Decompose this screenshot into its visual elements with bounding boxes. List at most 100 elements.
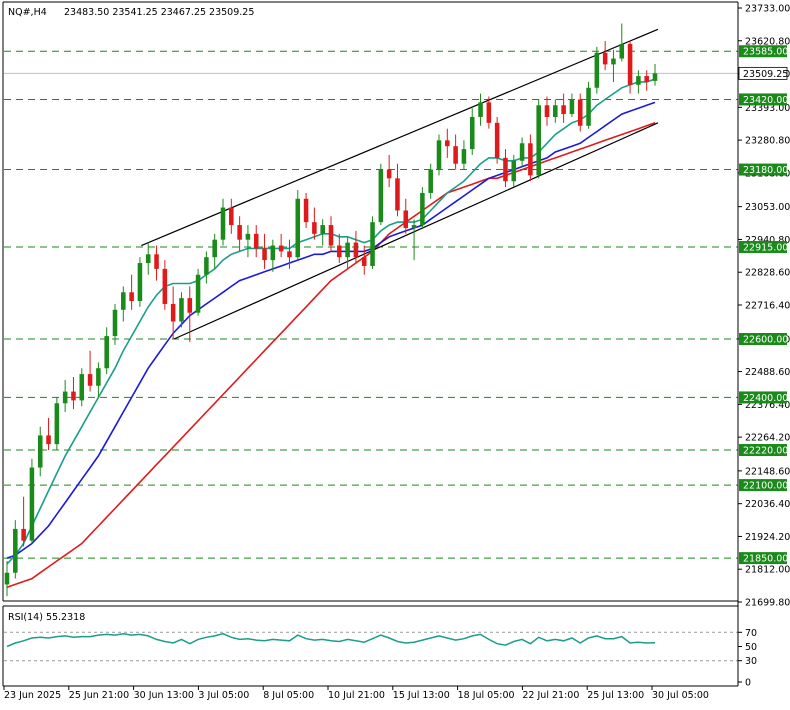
candle — [312, 207, 317, 240]
candle — [71, 376, 76, 410]
candle-body — [229, 207, 234, 226]
candle-body — [544, 105, 550, 117]
sma-mid-line — [6, 101, 656, 559]
level-tag — [739, 391, 787, 404]
candle — [652, 64, 658, 86]
x-tick-label: 10 Jul 21:00 — [328, 690, 385, 701]
candle-body — [71, 391, 76, 401]
y-tick-label: 23733.00 — [745, 4, 790, 15]
candle-body — [154, 254, 159, 269]
candle — [4, 561, 10, 597]
y-tick-label: 21924.20 — [745, 532, 790, 543]
candle-body — [469, 116, 475, 150]
y-tick-label: 23053.00 — [745, 202, 790, 213]
y-tick-label: 22036.40 — [745, 499, 790, 510]
candle — [137, 257, 143, 307]
level-tag-label: 23585.00 — [743, 47, 788, 58]
y-tick-label: 22148.60 — [745, 466, 790, 477]
candle-body — [395, 178, 400, 211]
candle — [544, 96, 550, 126]
candle-body — [602, 52, 608, 65]
candle — [553, 99, 558, 123]
candle — [519, 137, 525, 167]
candle-body — [420, 192, 425, 226]
candle-body — [411, 225, 417, 228]
level-tag — [739, 444, 787, 457]
candle-body — [503, 157, 508, 182]
candle-body — [179, 298, 184, 322]
candle-body — [619, 43, 625, 59]
rsi-tick-label: 0 — [745, 678, 751, 689]
x-tick-label: 23 Jun 2025 — [4, 690, 61, 701]
candle-body — [253, 233, 259, 249]
candle — [486, 96, 492, 129]
ohlc-label: 23483.50 23541.25 23467.25 23509.25 — [64, 7, 254, 18]
symbol-label: NQ#,H4 — [8, 7, 47, 18]
candle — [569, 93, 575, 117]
candle-body — [337, 245, 342, 258]
candle — [577, 93, 583, 132]
candle-body — [478, 102, 483, 117]
candle-body — [287, 251, 292, 258]
candle-body — [29, 467, 35, 541]
sma-slow-line — [6, 122, 656, 589]
candle-body — [594, 52, 600, 88]
candle — [395, 163, 400, 217]
candle-body — [453, 146, 458, 164]
candle-body — [312, 222, 317, 234]
x-tick-label: 25 Jun 21:00 — [69, 690, 129, 701]
candle — [287, 239, 292, 269]
candle — [361, 245, 367, 275]
candle — [179, 292, 184, 328]
candle — [62, 379, 68, 413]
candle — [262, 233, 267, 269]
candle-body — [636, 76, 641, 85]
candle-body — [262, 248, 267, 261]
candle — [602, 41, 608, 71]
candle-body — [13, 528, 18, 573]
candle-body — [511, 160, 517, 182]
y-tick-label: 22264.20 — [745, 433, 790, 444]
candle — [611, 49, 616, 82]
candle-body — [569, 99, 575, 115]
candle-body — [436, 140, 442, 170]
level-tag — [739, 93, 787, 106]
candle — [121, 286, 126, 322]
candle-body — [386, 169, 392, 179]
candle-body — [54, 403, 60, 445]
candle — [461, 140, 467, 170]
candle-body — [4, 572, 10, 585]
y-tick-label: 23393.00 — [745, 103, 790, 114]
candle-body — [87, 374, 93, 386]
candle — [353, 230, 359, 264]
candle-body — [21, 528, 26, 541]
level-tag — [739, 333, 787, 346]
candle — [528, 134, 533, 182]
x-tick-label: 3 Jul 05:00 — [198, 690, 249, 701]
candle — [370, 216, 375, 269]
candle — [13, 520, 18, 579]
level-tag-label: 23420.00 — [743, 95, 788, 106]
candle-body — [627, 43, 633, 85]
candle-body — [445, 140, 450, 147]
candle — [511, 154, 517, 188]
candle-body — [320, 225, 325, 234]
candle — [337, 233, 342, 264]
candle — [320, 219, 325, 246]
candle-body — [270, 245, 276, 261]
candle — [644, 70, 649, 91]
level-tag-label: 22400.00 — [743, 393, 788, 404]
candle-body — [361, 257, 367, 266]
y-tick-label: 23620.80 — [745, 36, 790, 47]
candle — [469, 108, 475, 155]
candle — [220, 198, 226, 246]
y-tick-label: 22488.60 — [745, 367, 790, 378]
candle-body — [494, 122, 500, 158]
candle — [204, 251, 209, 284]
candle — [503, 149, 508, 188]
candle — [453, 134, 458, 170]
y-tick-label: 21699.80 — [745, 598, 790, 609]
candle-body — [37, 435, 43, 468]
